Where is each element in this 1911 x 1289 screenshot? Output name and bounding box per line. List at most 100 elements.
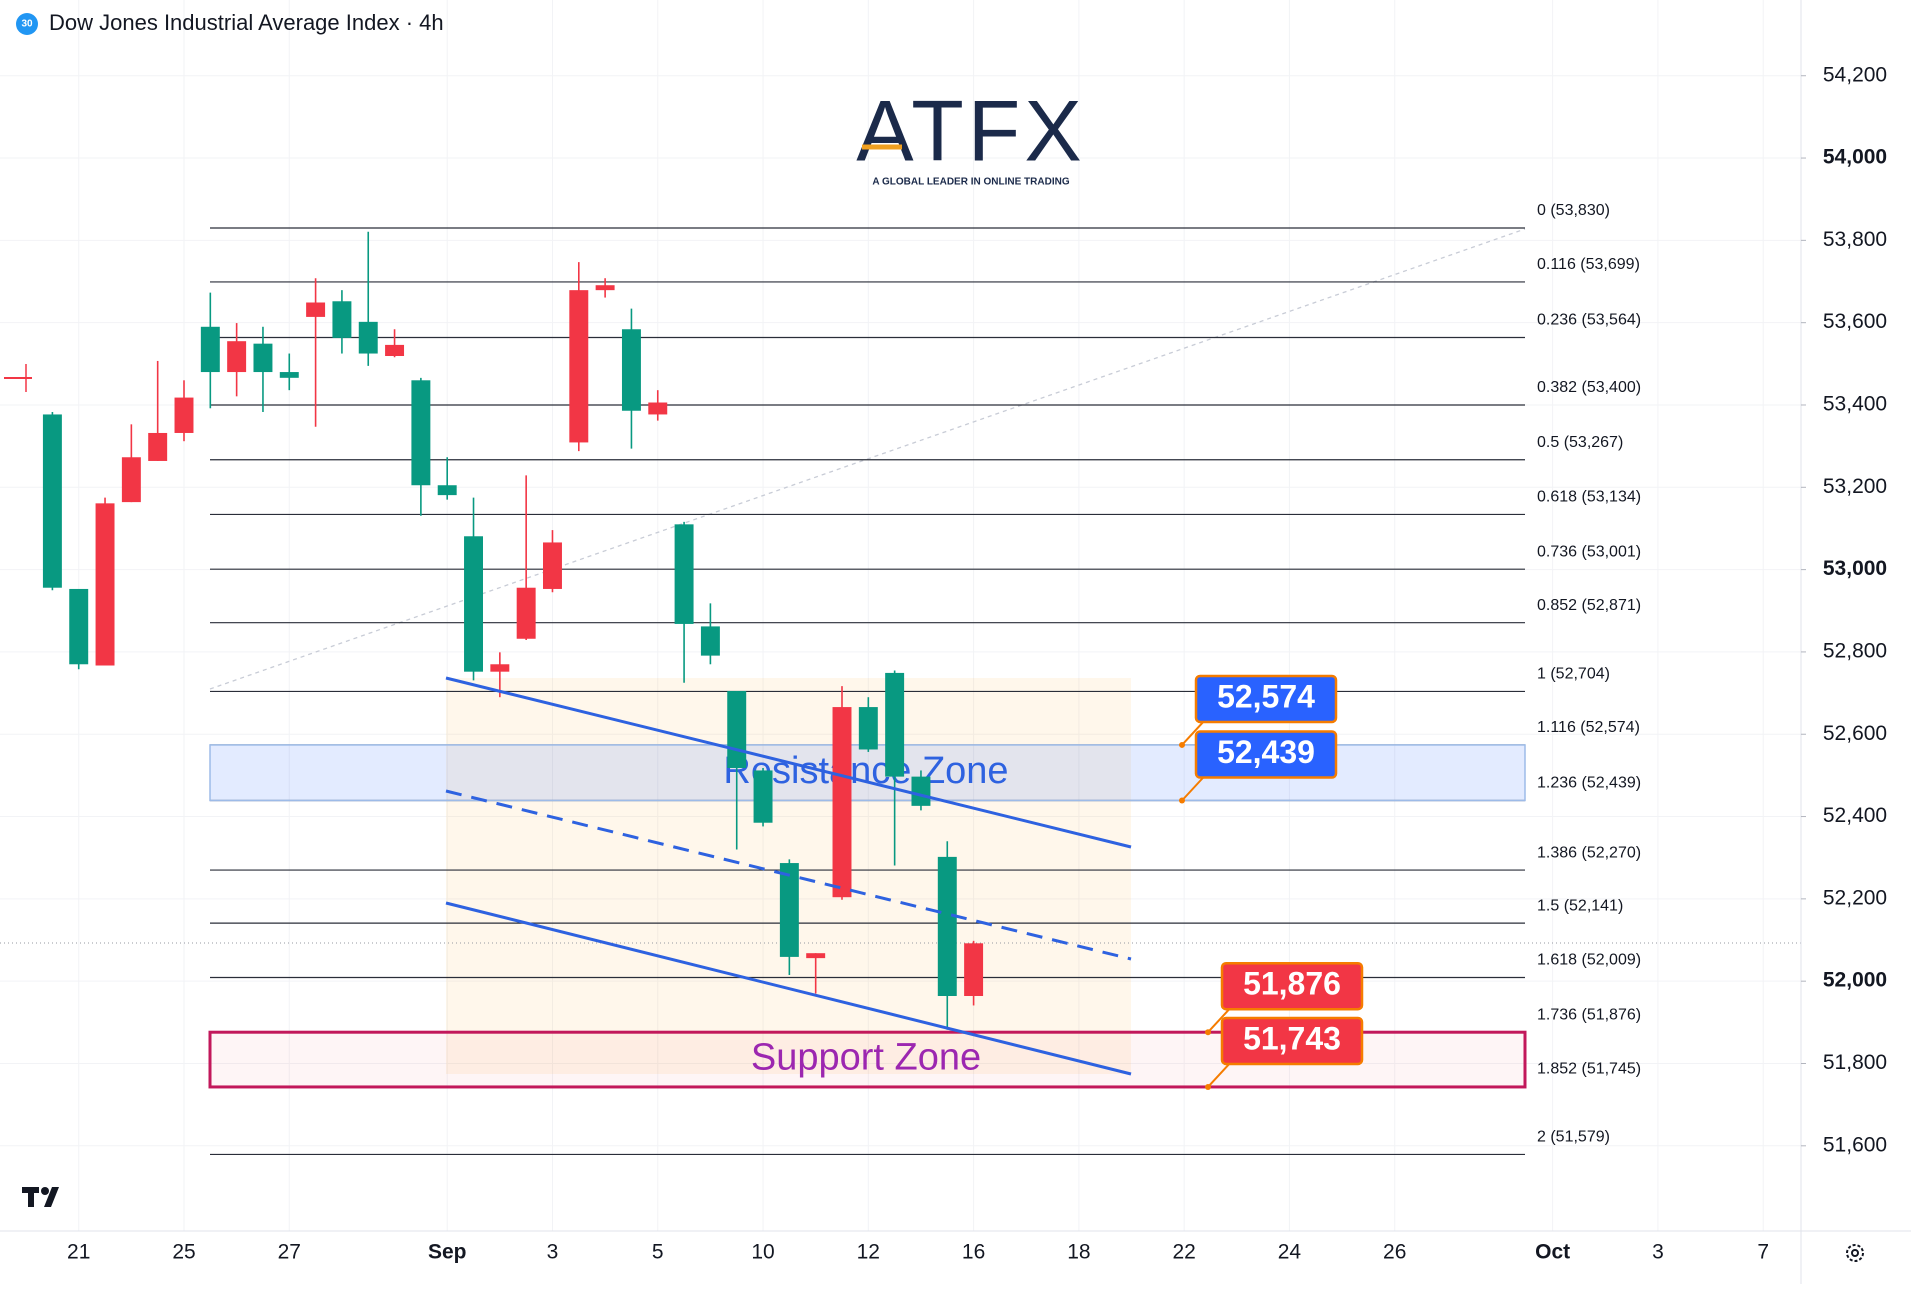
fib-label: 0.382 (53,400) [1537, 379, 1641, 396]
candle-body [700, 626, 720, 656]
callout-anchor [1179, 741, 1185, 748]
y-tick-label: 53,800 [1823, 228, 1887, 251]
fib-label: 1.852 (51,745) [1537, 1060, 1641, 1077]
y-tick-label: 52,200 [1823, 886, 1887, 909]
axes: 51,600 51,800 52,000 52,200 52,400 52,600 52,8… [67, 63, 1887, 1263]
x-tick-label: Sep [428, 1241, 467, 1264]
fib-label: 2 (51,579) [1537, 1129, 1610, 1146]
fib-label: 0 (53,830) [1537, 202, 1610, 219]
x-tick-label: 10 [751, 1241, 774, 1264]
tv-logo[interactable] [22, 1187, 59, 1207]
candle-body [516, 587, 536, 639]
callout-label: 51,743 [1243, 1020, 1341, 1056]
callouts: 52,574 52,439 51,876 51,743 [1179, 674, 1364, 1090]
callout-box [1220, 1016, 1364, 1066]
candle-body [569, 290, 589, 443]
callout-anchor [1179, 797, 1185, 804]
gear-outline [1846, 1244, 1864, 1262]
symbol-badge-text: 30 [21, 19, 33, 30]
callout-label: 51,876 [1243, 966, 1341, 1002]
symbol-title[interactable]: Dow Jones Industrial Average Index · 4h [49, 10, 444, 35]
callout-pointer [1207, 1005, 1233, 1033]
fib-label: 1 (52,704) [1537, 666, 1610, 683]
y-tick-label: 53,600 [1823, 310, 1887, 333]
x-tick-label: 26 [1383, 1241, 1406, 1264]
candle-body [253, 343, 273, 373]
candle-body [306, 302, 326, 317]
candle-body [753, 770, 773, 823]
candle-body [806, 953, 826, 959]
candle-body [490, 664, 510, 672]
fib-trend-line [209, 228, 1526, 690]
y-tick-label: 52,000 [1823, 969, 1887, 992]
candle-body [621, 329, 641, 411]
candle-body [779, 863, 799, 957]
x-tick-label: 16 [962, 1241, 985, 1264]
candle-body [358, 321, 378, 354]
logo-tagline: A GLOBAL LEADER IN ONLINE TRADING [872, 177, 1069, 188]
candles [42, 231, 984, 1030]
fib-label: 1.736 (51,876) [1537, 1006, 1641, 1023]
callout-label: 52,574 [1217, 678, 1315, 714]
settings-button[interactable] [1846, 1244, 1864, 1262]
x-tick-label: 27 [278, 1241, 301, 1264]
candle-body [174, 397, 194, 433]
fib-label: 0.116 (53,699) [1537, 256, 1640, 273]
y-tick-label: 54,000 [1823, 146, 1887, 169]
y-tick-label: 51,600 [1823, 1133, 1887, 1156]
fib-label: 0.852 (52,871) [1537, 597, 1641, 614]
logo-name: ATFX [856, 84, 1085, 180]
x-tick-label: 18 [1067, 1241, 1090, 1264]
candle-body [885, 672, 905, 777]
callout-pointer [1207, 1060, 1233, 1088]
fib-levels: 0 (53,830) 0.116 (53,699) 0.236 (53,564) 0.… [210, 202, 1641, 1156]
callout-box [1220, 961, 1364, 1011]
candle-body [464, 536, 483, 672]
fib-label: 1.618 (52,009) [1537, 952, 1641, 969]
fib-label: 0.5 (53,267) [1537, 434, 1623, 451]
candle-body [332, 301, 352, 338]
fib-label: 1.5 (52,141) [1537, 897, 1623, 914]
tv-logo-part [28, 1187, 34, 1207]
candle-body [95, 503, 115, 666]
candle-body [964, 943, 984, 996]
candle-body [727, 691, 747, 768]
candle-body [227, 341, 247, 373]
callout-box [1194, 730, 1338, 779]
x-tick-label: 21 [67, 1241, 90, 1264]
candle-body [69, 588, 89, 665]
y-tick-label: 52,600 [1823, 722, 1887, 745]
y-tick-label: 53,200 [1823, 475, 1887, 498]
x-tick-label: 22 [1172, 1241, 1195, 1264]
candle-body [648, 402, 668, 415]
candle-body [148, 432, 168, 461]
tv-logo-part [41, 1187, 49, 1195]
channel-upper [445, 676, 1132, 849]
candle-body [858, 707, 878, 750]
callout-box [1194, 674, 1338, 724]
x-tick-label: 3 [547, 1241, 559, 1264]
zone-label: Support Zone [751, 1037, 981, 1079]
candle-body [543, 542, 562, 589]
callout-label: 52,439 [1217, 734, 1315, 770]
callout-anchor [1205, 1029, 1211, 1036]
candle-body [674, 524, 694, 624]
candle-body [385, 344, 405, 357]
x-tick-label: Oct [1535, 1241, 1570, 1264]
fib-label: 0.618 (53,134) [1537, 489, 1641, 506]
fib-label: 1.236 (52,439) [1537, 775, 1641, 792]
symbol-badge[interactable] [16, 13, 38, 35]
y-tick-label: 52,800 [1823, 639, 1887, 662]
x-tick-label: 5 [652, 1241, 664, 1264]
fib-label: 0.736 (53,001) [1537, 543, 1641, 560]
tv-logo-part [44, 1187, 59, 1207]
x-tick-label: 7 [1757, 1241, 1769, 1264]
y-tick-label: 53,000 [1823, 557, 1887, 580]
channel-lower [445, 901, 1132, 1076]
candle-body [911, 776, 931, 806]
candle-body [42, 414, 62, 588]
candle-body [937, 856, 957, 996]
y-tick-label: 53,400 [1823, 393, 1887, 416]
